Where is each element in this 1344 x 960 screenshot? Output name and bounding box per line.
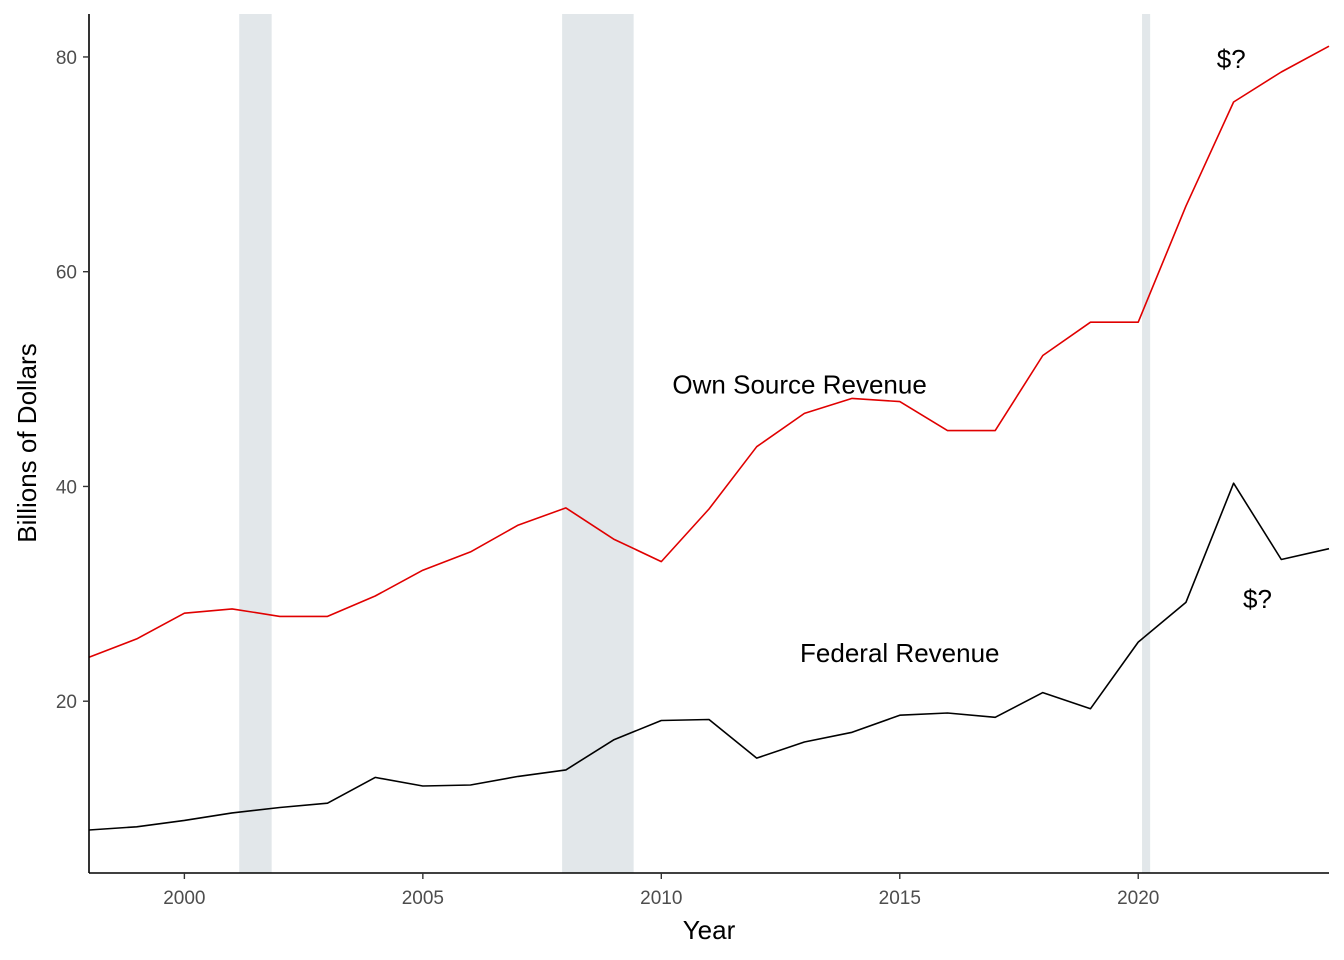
recession-bands — [239, 14, 1151, 873]
recession-band — [562, 14, 634, 873]
annotation-label: Federal Revenue — [800, 638, 999, 668]
series-lines — [88, 45, 1330, 831]
annotation-label: Own Source Revenue — [672, 369, 926, 399]
recession-band — [239, 14, 272, 873]
annotation-label: $? — [1217, 44, 1246, 74]
y-tick-label: 80 — [56, 48, 77, 69]
y-ticks: 20 40 60 80 — [56, 48, 89, 713]
annotation-label: $? — [1243, 584, 1272, 614]
y-axis-title: Billions of Dollars — [12, 343, 42, 542]
x-tick-label: 2010 — [640, 888, 682, 909]
x-axis-title: Year — [683, 915, 736, 945]
x-tick-label: 2005 — [402, 888, 444, 909]
y-tick-label: 40 — [56, 477, 77, 498]
x-ticks: 2000 2005 2010 2015 2020 — [163, 873, 1159, 909]
recession-band — [1142, 14, 1151, 873]
axes — [88, 14, 1329, 874]
x-tick-label: 2020 — [1117, 888, 1159, 909]
x-tick-label: 2000 — [163, 888, 205, 909]
series-line-own-source-revenue — [88, 45, 1330, 658]
annotations: Own Source Revenue Federal Revenue $? $? — [672, 44, 1271, 668]
x-tick-label: 2015 — [879, 888, 921, 909]
y-tick-label: 60 — [56, 263, 77, 284]
y-tick-label: 20 — [56, 692, 77, 713]
series-line-federal-revenue — [88, 482, 1330, 831]
